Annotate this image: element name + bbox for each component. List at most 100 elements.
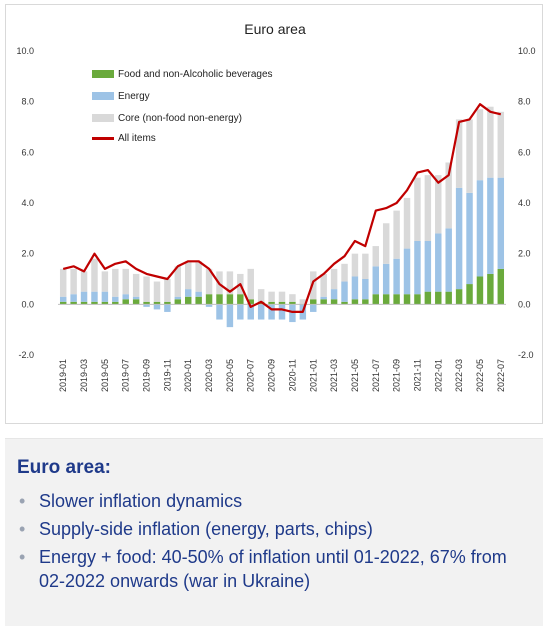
bar-food [164,301,171,305]
bar-food [143,301,150,305]
bar-core [393,210,400,259]
bar-core [101,271,109,292]
x-tick-label: 2021-07 [371,359,381,392]
bar-core [226,271,234,295]
bar-core [174,266,182,297]
bar-core [257,289,265,302]
bar-food [351,299,359,305]
x-tick-label: 2019-07 [121,359,131,392]
bar-energy [445,228,452,292]
bar-energy [80,291,88,302]
bar-energy [351,276,359,300]
bar-energy [132,296,140,300]
bar-food [466,284,473,305]
x-tick-label: 2022-05 [475,359,485,392]
bar-core [164,279,171,302]
bar-core [382,223,390,264]
x-tick-label: 2019-11 [162,359,172,391]
bar-energy [289,304,296,323]
bar-core [247,268,254,300]
bar-food [403,294,411,305]
chart-plot: 10.0 10.0 8.0 8.0 6.0 6.0 4.0 4.0 2.0 2.0 0.0 0.0 -2… [16,46,535,392]
bar-food [80,301,88,305]
chart-frame: 10.0 10.0 8.0 8.0 6.0 6.0 4.0 4.0 2.0 2.0 0.0 0.0 -2… [5,4,543,424]
bar-core [299,299,307,305]
x-tick-label: 2021-03 [329,359,339,392]
bar-food [497,268,505,305]
bar-energy [487,177,494,274]
bar-energy [143,304,150,307]
bar-core [205,268,213,295]
x-tick-label: 2020-07 [246,359,256,392]
chart-title: Euro area [244,21,306,37]
bar-core [91,258,98,292]
bar-food [487,273,494,305]
legend-item-core: Core (non-food non-energy) [92,113,242,124]
bar-core [455,119,463,188]
bar-core [497,111,505,178]
bar-core [403,197,411,249]
bar-energy [341,281,348,302]
bar-food [382,294,390,305]
bar-food [310,299,317,305]
x-tick-label: 2020-09 [267,359,277,392]
bar-energy [497,177,505,269]
bar-food [153,301,161,305]
bar-energy [153,304,161,310]
x-tick-label: 2020-01 [183,359,193,392]
x-tick-label: 2021-11 [412,359,422,391]
bar-energy [70,294,77,302]
bar-food [372,294,379,305]
bar-core [185,261,192,290]
bar-energy [237,304,244,320]
legend-swatch-core [92,114,114,123]
bar-energy [435,233,442,292]
legend-label-energy: Energy [118,91,150,102]
series-line-all-items [62,103,502,313]
bar-food [237,294,244,305]
bar-core [289,294,296,302]
bar-food [101,301,109,305]
notes-list: Slower inflation dynamics Supply-side in… [17,489,527,597]
bar-energy [164,304,171,312]
bar-energy [91,291,98,302]
x-tick-label: 2019-05 [100,359,110,392]
bar-energy [382,263,390,295]
y-tick-label-right: 4.0 [518,198,531,208]
bar-core [414,177,421,241]
y-tick-label-left: -2.0 [18,350,34,360]
x-tick-label: 2022-01 [433,359,443,392]
bar-food [320,299,327,305]
x-tick-label: 2019-09 [142,359,152,392]
legend-label-food: Food and non-Alcoholic beverages [118,69,273,80]
bar-core [341,263,348,282]
bar-food [226,294,234,305]
y-tick-label-left: 4.0 [21,198,34,208]
legend-swatch-energy [92,92,114,101]
y-tick-label-left: 10.0 [16,46,34,56]
y-tick-label-left: 8.0 [21,97,34,107]
legend-item-food: Food and non-Alcoholic beverages [92,69,273,80]
bar-energy [424,241,432,292]
bar-energy [226,304,234,328]
y-tick-label-right: 0.0 [518,299,531,309]
x-tick-label: 2022-07 [496,359,506,392]
legend-label-all-items: All items [118,133,156,144]
bar-core [330,268,338,290]
bar-energy [205,304,213,307]
bar-energy [174,296,182,300]
x-tick-label: 2022-03 [454,359,464,392]
bar-energy [122,294,129,300]
bar-core [476,109,484,181]
legend-line-all-items [92,136,114,140]
bar-energy [310,304,317,312]
bar-energy [216,304,223,320]
bar-core [268,291,275,302]
bar-core [70,268,77,295]
legend-label-core: Core (non-food non-energy) [118,113,242,124]
legend-item-all-items: All items [92,133,156,144]
bar-energy [466,192,473,285]
bar-food [205,294,213,305]
x-tick-label: 2020-03 [204,359,214,392]
bar-core [59,268,67,297]
